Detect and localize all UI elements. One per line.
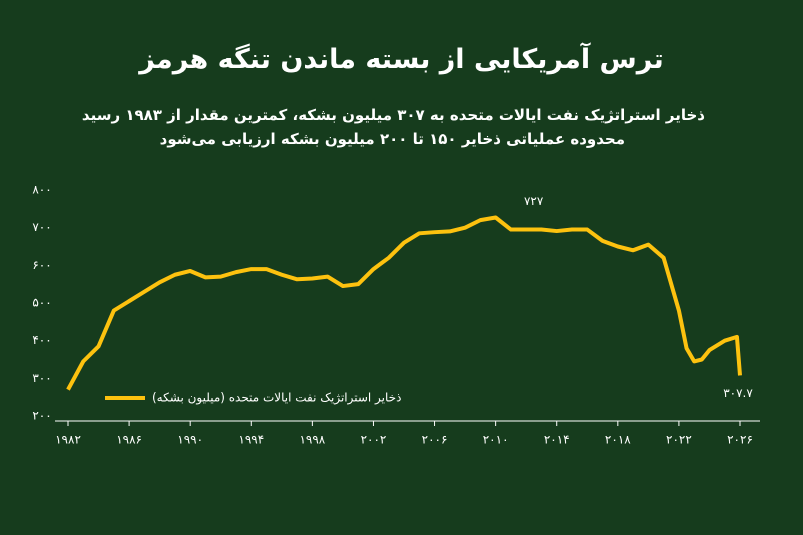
- x-tick-label: ۲۰۰۲: [361, 433, 387, 447]
- x-tick-label: ۱۹۹۰: [177, 433, 203, 447]
- annotation: ۳۰۷.۷: [723, 386, 753, 400]
- x-tick-label: ۲۰۱۴: [544, 433, 570, 447]
- y-tick-label: ۸۰۰: [32, 183, 51, 197]
- y-tick-label: ۴۰۰: [32, 333, 51, 347]
- x-tick-label: ۱۹۹۴: [238, 433, 264, 447]
- x-tick-label: ۱۹۹۸: [299, 433, 325, 447]
- x-tick-label: ۱۹۸۲: [55, 433, 81, 447]
- annotation: ۷۲۷: [524, 194, 544, 208]
- chart-subtitle: محدوده عملیاتی ذخایر ۱۵۰ تا ۲۰۰ میلیون ب…: [159, 130, 625, 148]
- y-tick-label: ۶۰۰: [32, 258, 51, 272]
- x-tick-label: ۲۰۱۰: [483, 433, 509, 447]
- x-tick-label: ۲۰۰۶: [422, 433, 448, 447]
- y-tick-label: ۷۰۰: [32, 220, 51, 234]
- x-tick-label: ۱۹۸۶: [116, 433, 142, 447]
- chart-subtitle: ذخایر استراتژیک نفت ایالات متحده به ۳۰۷ …: [81, 106, 705, 124]
- x-tick-label: ۲۰۲۶: [727, 433, 753, 447]
- chart-title: ترس آمریکایی از بسته ماندن تنگه هرمز: [139, 44, 664, 75]
- y-tick-label: ۵۰۰: [32, 296, 51, 310]
- data-line: [66, 215, 742, 391]
- legend-label: ذخایر استراتژیک نفت ایالات متحده (میلیون…: [152, 391, 401, 406]
- y-tick-label: ۳۰۰: [32, 371, 51, 385]
- x-tick-label: ۲۰۱۸: [605, 433, 631, 447]
- x-tick-label: ۲۰۲۲: [666, 433, 692, 447]
- y-tick-label: ۲۰۰: [32, 409, 51, 423]
